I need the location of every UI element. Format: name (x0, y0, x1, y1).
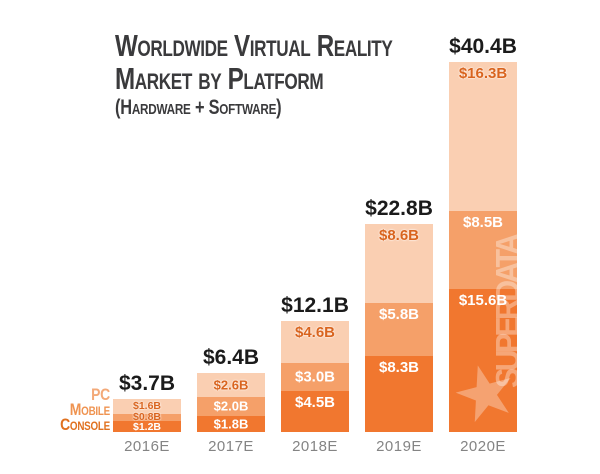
segment-console-2017e: $1.8B (197, 415, 265, 432)
bar-2018e: $4.6B $3.0B $4.5B (281, 321, 349, 433)
segment-value-label: $3.0B (294, 368, 336, 386)
x-axis-label-2016e: 2016E (124, 438, 170, 455)
x-axis-label-2019e: 2019E (376, 438, 422, 455)
segment-pc-2020e: $16.3B (449, 62, 517, 212)
segment-value-label: $1.2B (132, 420, 162, 433)
segment-value-label: $0.8B (132, 411, 162, 424)
segment-value-label: $8.3B (378, 359, 420, 377)
segment-value-label: $2.6B (213, 377, 249, 393)
segment-value-label: $16.3B (458, 65, 508, 83)
segment-value-label: $8.6B (378, 227, 420, 245)
segment-value-label: $8.5B (462, 214, 504, 232)
segment-mobile-2019e: $5.8B (365, 303, 433, 357)
bar-2017e: $2.6B $2.0B $1.8B (197, 373, 265, 432)
legend-item-console: Console (60, 415, 110, 434)
segment-value-label: $1.8B (213, 416, 249, 432)
segment-pc-2018e: $4.6B (281, 321, 349, 364)
bar-2019e: $8.6B $5.8B $8.3B (365, 224, 433, 432)
legend-item-mobile: Mobile (69, 400, 110, 419)
segment-value-label: $1.6B (132, 400, 162, 413)
total-label-2016e: $3.7B (118, 372, 176, 396)
bar-2016e: $1.6B $0.8B $1.2B (113, 399, 181, 432)
chart-subtitle: (Hardware + Software) (115, 96, 282, 120)
segment-mobile-2017e: $2.0B (197, 397, 265, 416)
segment-console-2020e: $15.6B (449, 289, 517, 432)
chart-title: Worldwide Virtual Reality Market by Plat… (115, 28, 393, 120)
total-label-2017e: $6.4B (202, 346, 260, 370)
segment-pc-2016e: $1.6B (113, 399, 181, 414)
segment-value-label: $2.0B (213, 398, 249, 414)
total-label-2018e: $12.1B (281, 294, 349, 318)
segment-mobile-2016e: $0.8B (113, 411, 181, 424)
segment-value-label: $15.6B (458, 292, 508, 310)
segment-value-label: $4.6B (294, 324, 336, 342)
segment-pc-2019e: $8.6B (365, 224, 433, 303)
legend-item-pc: PC (91, 385, 110, 404)
segment-console-2018e: $4.5B (281, 390, 349, 433)
x-axis-label-2017e: 2017E (208, 438, 254, 455)
chart-title-line1: Worldwide Virtual Reality (115, 28, 393, 63)
bar-2020e: $16.3B $8.5B $15.6B (449, 62, 517, 432)
platform-legend: PC Mobile Console (20, 385, 110, 434)
segment-console-2016e: $1.2B (113, 421, 181, 432)
segment-value-label: $5.8B (378, 306, 420, 323)
total-label-2019e: $22.8B (365, 197, 433, 221)
segment-value-label: $4.5B (294, 393, 336, 411)
segment-mobile-2020e: $8.5B (449, 211, 517, 290)
x-axis-label-2020e: 2020E (460, 438, 506, 455)
total-label-2020e: $40.4B (449, 35, 517, 59)
segment-console-2019e: $8.3B (365, 356, 433, 432)
superdata-watermark: SUPERDATA (489, 236, 526, 388)
segment-mobile-2018e: $3.0B (281, 363, 349, 391)
chart-title-line2: Market by Platform (115, 60, 324, 96)
segment-pc-2017e: $2.6B (197, 373, 265, 398)
x-axis-label-2018e: 2018E (292, 438, 338, 455)
